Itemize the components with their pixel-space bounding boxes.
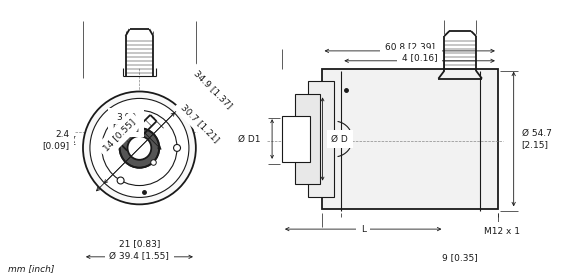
Text: Ø 39.4 [1.55]: Ø 39.4 [1.55] <box>110 252 169 261</box>
Text: Ø 54.7
[2.15]: Ø 54.7 [2.15] <box>522 129 551 149</box>
Text: M12 x 1: M12 x 1 <box>484 227 520 235</box>
Text: 34.9 [1.37]: 34.9 [1.37] <box>192 69 234 110</box>
Text: 60.8 [2.39]: 60.8 [2.39] <box>385 43 435 52</box>
Text: 14 [0.55]: 14 [0.55] <box>101 117 137 153</box>
Text: 2.4
[0.09]: 2.4 [0.09] <box>42 130 69 150</box>
Text: 30.7 [1.21]: 30.7 [1.21] <box>179 102 221 144</box>
Text: Ø D1: Ø D1 <box>238 134 260 144</box>
Text: 21 [0.83]: 21 [0.83] <box>119 239 160 248</box>
Circle shape <box>102 110 177 186</box>
Circle shape <box>117 177 124 184</box>
Text: L: L <box>361 225 366 234</box>
Text: 9 [0.35]: 9 [0.35] <box>442 253 478 262</box>
Circle shape <box>83 92 196 204</box>
Bar <box>295 94 320 184</box>
Circle shape <box>120 128 159 168</box>
Bar <box>282 116 310 162</box>
Text: Ø D: Ø D <box>332 134 348 144</box>
Circle shape <box>174 144 180 151</box>
Text: 3.99
[0.16]: 3.99 [0.16] <box>112 113 139 132</box>
Bar <box>321 69 498 209</box>
Circle shape <box>90 98 189 197</box>
Text: mm [inch]: mm [inch] <box>8 264 54 273</box>
Text: 4 [0.16]: 4 [0.16] <box>402 53 437 62</box>
Bar <box>308 81 334 197</box>
Circle shape <box>128 136 151 160</box>
Circle shape <box>117 112 124 119</box>
